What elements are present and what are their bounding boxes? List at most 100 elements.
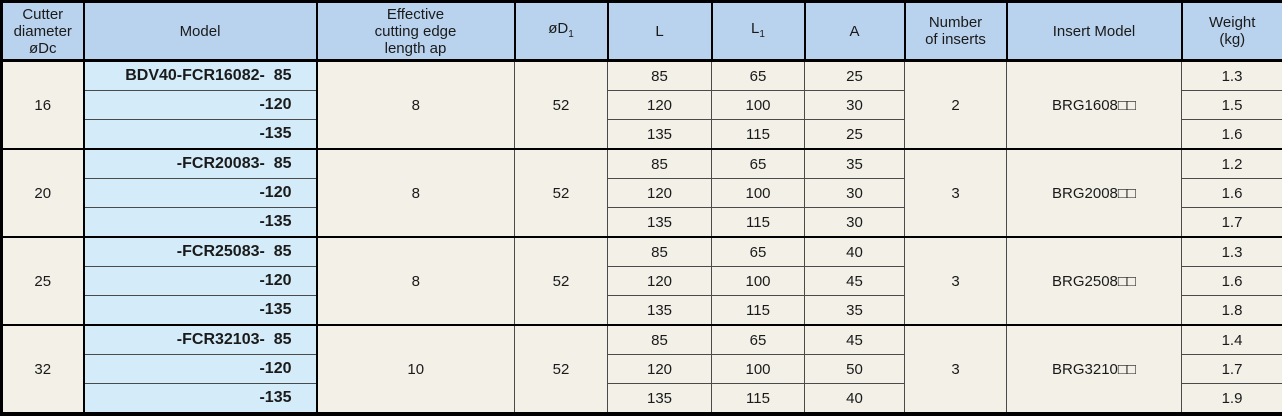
header-row: Cutter diameter øDc Model Effective cutt… xyxy=(2,2,1282,61)
cell-d1: 52 xyxy=(515,325,608,414)
col-header-L1: L1 xyxy=(712,2,805,61)
cell-weight: 1.9 xyxy=(1182,384,1282,415)
cell-A: 40 xyxy=(805,237,905,267)
cell-number-of-inserts: 3 xyxy=(905,325,1007,414)
cell-weight: 1.8 xyxy=(1182,296,1282,326)
cell-L: 85 xyxy=(608,149,712,179)
table-row: 25 -FCR25083- 85 8 52 85 65 40 3 BRG2508… xyxy=(2,237,1282,267)
table-row: 32 -FCR32103- 85 10 52 85 65 45 3 BRG321… xyxy=(2,325,1282,355)
cell-d1: 52 xyxy=(515,237,608,325)
col-header-label: øD xyxy=(548,20,568,37)
col-header-number-of-inserts: Number of inserts xyxy=(905,2,1007,61)
cell-L1: 115 xyxy=(712,120,805,150)
cell-model: -135 xyxy=(84,120,317,150)
cell-weight: 1.6 xyxy=(1182,179,1282,208)
col-header-insert-model: Insert Model xyxy=(1007,2,1182,61)
cell-cutter-diameter: 32 xyxy=(2,325,84,414)
col-header-label: Model xyxy=(180,23,221,40)
col-header-label: Cutter diameter øDc xyxy=(14,6,72,57)
cell-A: 35 xyxy=(805,296,905,326)
cell-model: -120 xyxy=(84,267,317,296)
cell-ap: 8 xyxy=(317,61,515,150)
cell-model: -120 xyxy=(84,355,317,384)
cell-model: -135 xyxy=(84,208,317,238)
cell-A: 25 xyxy=(805,61,905,91)
col-header-d1: øD1 xyxy=(515,2,608,61)
cell-model: -FCR25083- 85 xyxy=(84,237,317,267)
cell-A: 50 xyxy=(805,355,905,384)
cell-model: -135 xyxy=(84,296,317,326)
cell-A: 45 xyxy=(805,267,905,296)
cell-weight: 1.2 xyxy=(1182,149,1282,179)
cell-ap: 8 xyxy=(317,237,515,325)
cell-weight: 1.7 xyxy=(1182,208,1282,238)
cell-insert-model: BRG2508□□ xyxy=(1007,237,1182,325)
col-header-cutter-diameter: Cutter diameter øDc xyxy=(2,2,84,61)
cell-number-of-inserts: 3 xyxy=(905,149,1007,237)
cell-ap: 10 xyxy=(317,325,515,414)
cell-weight: 1.5 xyxy=(1182,91,1282,120)
cell-model: -135 xyxy=(84,384,317,415)
cell-L1: 65 xyxy=(712,237,805,267)
cell-weight: 1.6 xyxy=(1182,267,1282,296)
cell-d1: 52 xyxy=(515,149,608,237)
cell-L: 85 xyxy=(608,237,712,267)
cell-L: 135 xyxy=(608,120,712,150)
cell-L: 120 xyxy=(608,355,712,384)
cell-L1: 100 xyxy=(712,91,805,120)
cell-model: -120 xyxy=(84,179,317,208)
cell-insert-model: BRG2008□□ xyxy=(1007,149,1182,237)
cell-L1: 100 xyxy=(712,267,805,296)
col-header-model: Model xyxy=(84,2,317,61)
col-header-label: Weight (kg) xyxy=(1209,14,1255,48)
table-row: 20 -FCR20083- 85 8 52 85 65 35 3 BRG2008… xyxy=(2,149,1282,179)
cell-insert-model: BRG1608□□ xyxy=(1007,61,1182,150)
cell-weight: 1.3 xyxy=(1182,237,1282,267)
table-body: 16 BDV40-FCR16082- 85 8 52 85 65 25 2 BR… xyxy=(2,61,1282,415)
table-header: Cutter diameter øDc Model Effective cutt… xyxy=(2,2,1282,61)
cell-L1: 100 xyxy=(712,355,805,384)
col-header-effective-cutting-edge: Effective cutting edge length ap xyxy=(317,2,515,61)
cell-A: 35 xyxy=(805,149,905,179)
cell-L1: 65 xyxy=(712,61,805,91)
col-header-label: A xyxy=(849,23,859,40)
cell-A: 25 xyxy=(805,120,905,150)
cell-L1: 65 xyxy=(712,149,805,179)
col-header-A: A xyxy=(805,2,905,61)
cell-L: 135 xyxy=(608,296,712,326)
cell-L1: 100 xyxy=(712,179,805,208)
col-header-subscript: 1 xyxy=(759,29,765,40)
cell-L: 120 xyxy=(608,91,712,120)
cell-L1: 65 xyxy=(712,325,805,355)
cell-L1: 115 xyxy=(712,208,805,238)
cell-A: 45 xyxy=(805,325,905,355)
cell-L: 120 xyxy=(608,179,712,208)
cell-cutter-diameter: 16 xyxy=(2,61,84,150)
cell-L: 85 xyxy=(608,325,712,355)
cell-L1: 115 xyxy=(712,296,805,326)
cell-insert-model: BRG3210□□ xyxy=(1007,325,1182,414)
cell-d1: 52 xyxy=(515,61,608,150)
table-row: 16 BDV40-FCR16082- 85 8 52 85 65 25 2 BR… xyxy=(2,61,1282,91)
cell-weight: 1.3 xyxy=(1182,61,1282,91)
col-header-L: L xyxy=(608,2,712,61)
cell-model: BDV40-FCR16082- 85 xyxy=(84,61,317,91)
cell-L: 135 xyxy=(608,384,712,415)
cell-A: 30 xyxy=(805,91,905,120)
cell-weight: 1.4 xyxy=(1182,325,1282,355)
cell-A: 30 xyxy=(805,208,905,238)
cell-weight: 1.6 xyxy=(1182,120,1282,150)
col-header-label: L xyxy=(655,23,663,40)
cell-weight: 1.7 xyxy=(1182,355,1282,384)
cell-number-of-inserts: 2 xyxy=(905,61,1007,150)
cell-cutter-diameter: 25 xyxy=(2,237,84,325)
cell-A: 40 xyxy=(805,384,905,415)
cell-model: -120 xyxy=(84,91,317,120)
cell-cutter-diameter: 20 xyxy=(2,149,84,237)
col-header-label: Insert Model xyxy=(1053,23,1136,40)
cell-number-of-inserts: 3 xyxy=(905,237,1007,325)
col-header-weight: Weight (kg) xyxy=(1182,2,1282,61)
cell-A: 30 xyxy=(805,179,905,208)
cell-L1: 115 xyxy=(712,384,805,415)
